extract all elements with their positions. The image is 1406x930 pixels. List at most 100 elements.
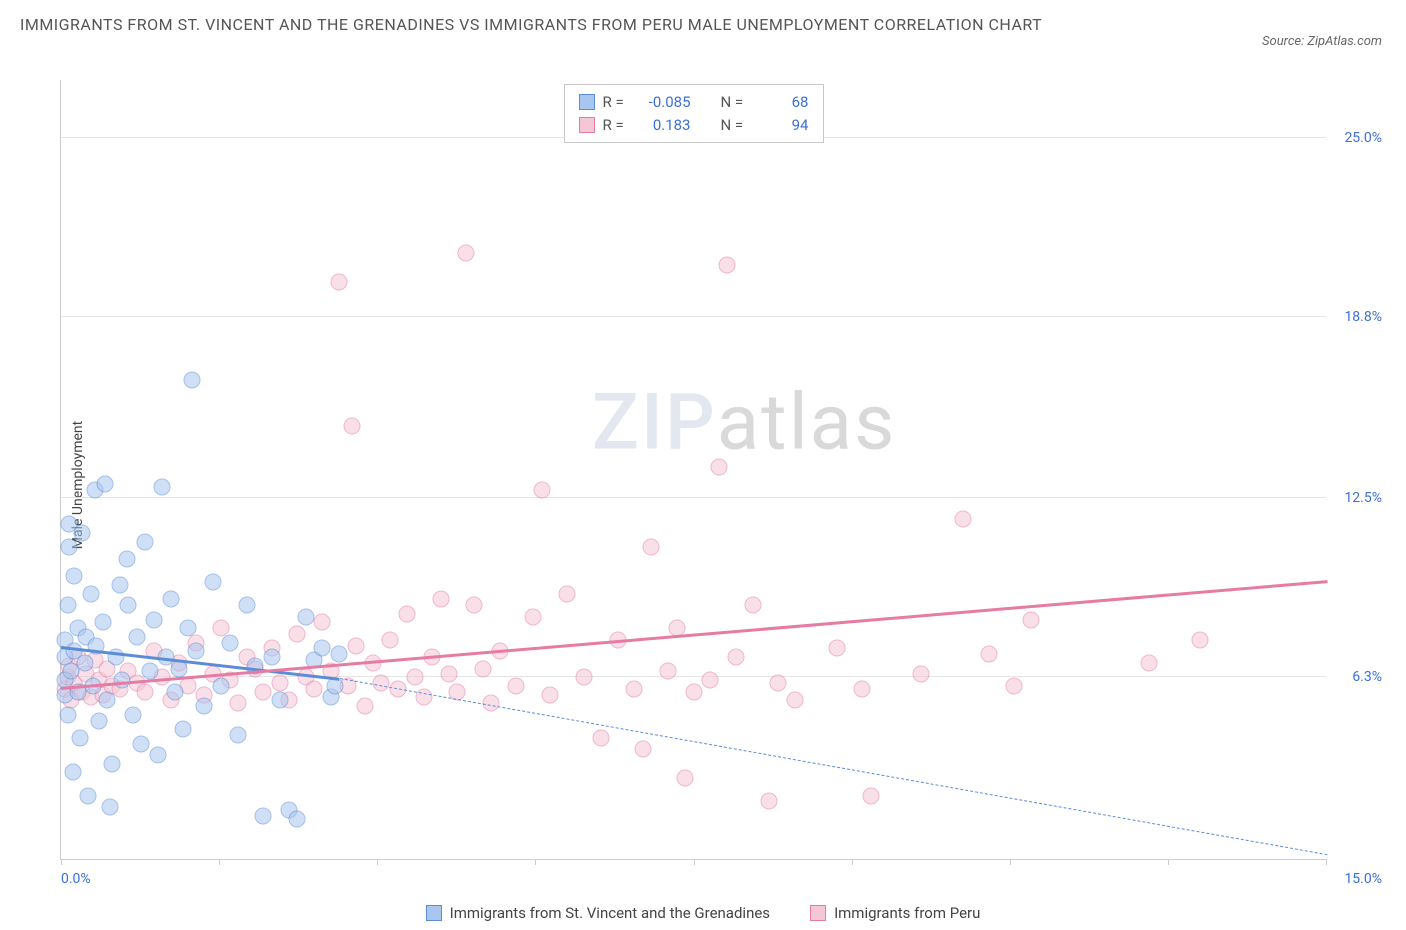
correlation-legend: R = -0.085 N = 68 R = 0.183 N = 94 — [564, 84, 824, 143]
x-max-label: 15.0% — [1344, 871, 1382, 887]
data-point — [854, 680, 871, 697]
data-point — [230, 726, 247, 743]
data-point — [272, 692, 289, 709]
data-point — [727, 649, 744, 666]
data-point — [980, 646, 997, 663]
data-point — [643, 539, 660, 556]
y-tick-label: 12.5% — [1344, 490, 1382, 506]
data-point — [297, 608, 314, 625]
legend-item-label: Immigrants from St. Vincent and the Gren… — [450, 904, 770, 922]
x-tick — [1168, 859, 1169, 865]
data-point — [145, 611, 162, 628]
data-point — [99, 692, 116, 709]
data-point — [634, 741, 651, 758]
data-point — [592, 729, 609, 746]
data-point — [175, 721, 192, 738]
r-value: 0.183 — [641, 114, 691, 137]
trend-line — [339, 678, 1327, 855]
data-point — [238, 597, 255, 614]
x-tick — [377, 859, 378, 865]
data-point — [79, 787, 96, 804]
data-point — [137, 683, 154, 700]
data-point — [179, 620, 196, 637]
data-point — [204, 574, 221, 591]
data-point — [71, 729, 88, 746]
data-point — [103, 755, 120, 772]
data-point — [120, 597, 137, 614]
data-point — [744, 597, 761, 614]
data-point — [187, 643, 204, 660]
data-point — [466, 597, 483, 614]
data-point — [457, 245, 474, 262]
data-point — [76, 654, 93, 671]
x-tick — [1010, 859, 1011, 865]
data-point — [626, 680, 643, 697]
data-point — [289, 625, 306, 642]
data-point — [373, 675, 390, 692]
data-point — [407, 669, 424, 686]
r-label: R = — [603, 114, 633, 137]
data-point — [542, 686, 559, 703]
data-point — [1140, 654, 1157, 671]
data-point — [166, 683, 183, 700]
legend-row-series-1: R = -0.085 N = 68 — [579, 91, 809, 114]
data-point — [59, 706, 76, 723]
data-point — [685, 683, 702, 700]
data-point — [162, 591, 179, 608]
data-point — [112, 576, 129, 593]
data-point — [289, 810, 306, 827]
data-point — [440, 666, 457, 683]
x-tick — [61, 859, 62, 865]
data-point — [183, 372, 200, 389]
data-point — [828, 640, 845, 657]
swatch-icon — [810, 905, 826, 921]
data-point — [101, 799, 118, 816]
data-point — [1191, 631, 1208, 648]
data-point — [221, 634, 238, 651]
data-point — [137, 533, 154, 550]
data-point — [533, 481, 550, 498]
data-point — [213, 677, 230, 694]
data-point — [1005, 677, 1022, 694]
data-point — [90, 712, 107, 729]
data-point — [59, 597, 76, 614]
x-tick — [694, 859, 695, 865]
watermark: ZIPatlas — [592, 377, 897, 468]
data-point — [149, 747, 166, 764]
x-tick — [535, 859, 536, 865]
plot-area: ZIPatlas R = -0.085 N = 68 R = 0.183 N =… — [60, 80, 1326, 860]
data-point — [660, 663, 677, 680]
data-point — [96, 475, 113, 492]
data-point — [474, 660, 491, 677]
swatch-icon — [426, 905, 442, 921]
chart-container: Male Unemployment ZIPatlas R = -0.085 N … — [50, 80, 1386, 890]
data-point — [230, 695, 247, 712]
chart-title: IMMIGRANTS FROM ST. VINCENT AND THE GREN… — [20, 12, 1120, 38]
data-point — [761, 793, 778, 810]
data-point — [1022, 611, 1039, 628]
legend-item-1: Immigrants from St. Vincent and the Gren… — [426, 904, 770, 922]
data-point — [525, 608, 542, 625]
legend-item-2: Immigrants from Peru — [810, 904, 980, 922]
data-point — [82, 585, 99, 602]
data-point — [913, 666, 930, 683]
series-legend: Immigrants from St. Vincent and the Gren… — [0, 904, 1406, 922]
data-point — [381, 631, 398, 648]
data-point — [263, 649, 280, 666]
data-point — [272, 675, 289, 692]
data-point — [154, 478, 171, 495]
y-tick-label: 6.3% — [1352, 669, 1382, 685]
data-point — [61, 539, 78, 556]
n-value: 68 — [759, 91, 809, 114]
data-point — [786, 692, 803, 709]
swatch-icon — [579, 94, 595, 110]
grid-line — [61, 497, 1326, 498]
n-label: N = — [721, 91, 751, 114]
legend-item-label: Immigrants from Peru — [834, 904, 980, 922]
data-point — [955, 510, 972, 527]
x-tick — [1326, 859, 1327, 865]
legend-row-series-2: R = 0.183 N = 94 — [579, 114, 809, 137]
data-point — [128, 628, 145, 645]
data-point — [74, 524, 91, 541]
data-point — [677, 770, 694, 787]
